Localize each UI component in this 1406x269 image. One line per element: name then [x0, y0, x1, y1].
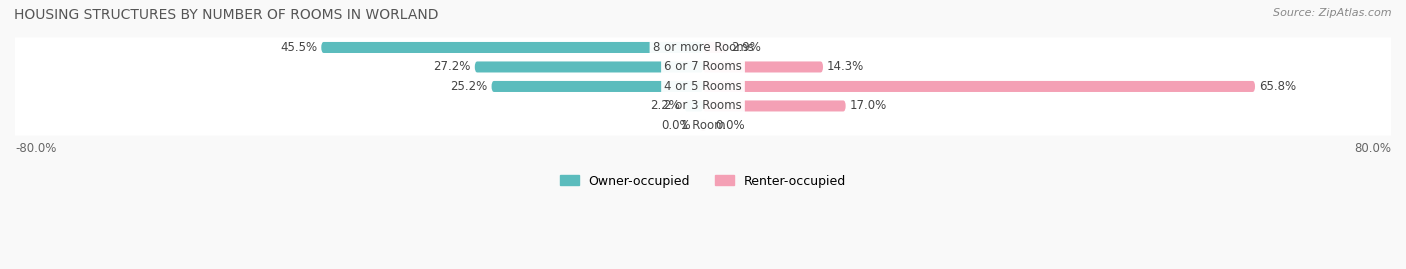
Text: 6 or 7 Rooms: 6 or 7 Rooms — [664, 61, 742, 73]
FancyBboxPatch shape — [15, 57, 1391, 77]
Text: 8 or more Rooms: 8 or more Rooms — [652, 41, 754, 54]
FancyBboxPatch shape — [700, 120, 706, 131]
FancyBboxPatch shape — [15, 96, 1391, 116]
Text: 2.2%: 2.2% — [651, 100, 681, 112]
FancyBboxPatch shape — [700, 120, 706, 131]
Text: Source: ZipAtlas.com: Source: ZipAtlas.com — [1274, 8, 1392, 18]
FancyBboxPatch shape — [703, 81, 1256, 92]
FancyBboxPatch shape — [321, 42, 703, 53]
Text: HOUSING STRUCTURES BY NUMBER OF ROOMS IN WORLAND: HOUSING STRUCTURES BY NUMBER OF ROOMS IN… — [14, 8, 439, 22]
Text: 1 Room: 1 Room — [681, 119, 725, 132]
FancyBboxPatch shape — [15, 37, 1391, 58]
Text: 2 or 3 Rooms: 2 or 3 Rooms — [664, 100, 742, 112]
FancyBboxPatch shape — [703, 100, 845, 111]
Legend: Owner-occupied, Renter-occupied: Owner-occupied, Renter-occupied — [560, 175, 846, 187]
Text: 45.5%: 45.5% — [280, 41, 318, 54]
Text: 0.0%: 0.0% — [661, 119, 690, 132]
FancyBboxPatch shape — [15, 115, 1391, 136]
Text: 25.2%: 25.2% — [450, 80, 488, 93]
Text: 2.9%: 2.9% — [731, 41, 762, 54]
FancyBboxPatch shape — [703, 42, 727, 53]
FancyBboxPatch shape — [492, 81, 703, 92]
FancyBboxPatch shape — [475, 61, 703, 72]
FancyBboxPatch shape — [703, 61, 823, 72]
Text: 65.8%: 65.8% — [1260, 80, 1296, 93]
FancyBboxPatch shape — [15, 76, 1391, 97]
Text: 4 or 5 Rooms: 4 or 5 Rooms — [664, 80, 742, 93]
Text: 80.0%: 80.0% — [1354, 142, 1391, 155]
Text: 0.0%: 0.0% — [716, 119, 745, 132]
Text: 27.2%: 27.2% — [433, 61, 471, 73]
FancyBboxPatch shape — [685, 100, 703, 111]
Text: 14.3%: 14.3% — [827, 61, 865, 73]
Text: 17.0%: 17.0% — [849, 100, 887, 112]
Text: -80.0%: -80.0% — [15, 142, 56, 155]
